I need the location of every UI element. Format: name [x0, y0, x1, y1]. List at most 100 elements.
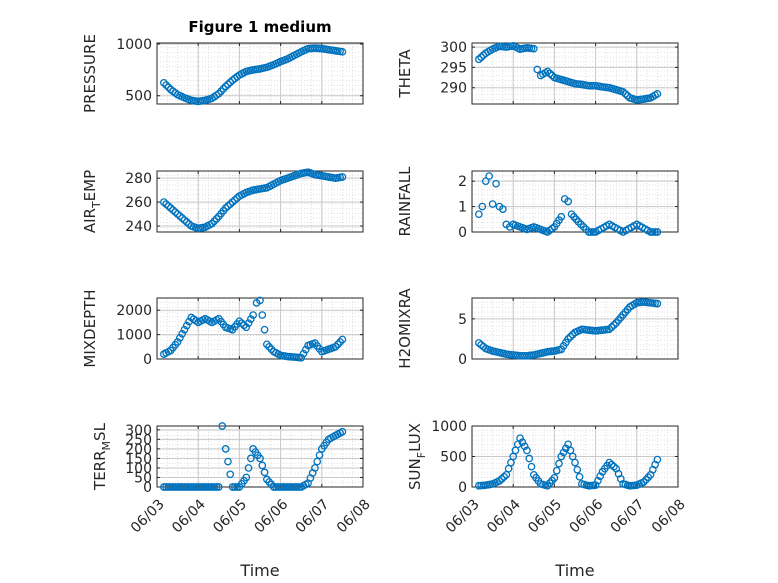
h2omixra-ylabel-main: H2OMIXRA — [396, 288, 414, 369]
air_temp-data-point — [224, 202, 232, 210]
terr_msl-data-point — [242, 473, 251, 482]
mixdepth-data-point — [178, 329, 187, 338]
h2omixra-data-point — [566, 332, 575, 341]
terr_msl-data-point — [214, 483, 223, 491]
rainfall-data-point — [651, 228, 659, 236]
theta-ylabel: THETA — [396, 49, 414, 99]
pressure-data-point — [164, 83, 173, 92]
air_temp-data-point — [164, 202, 173, 210]
terr_msl-data-point — [311, 464, 319, 472]
air_temp-ytick-label: 280 — [125, 171, 152, 187]
h2omixra-axes-box — [471, 297, 679, 360]
terr_msl-data-point — [246, 454, 255, 463]
air_temp-data-point — [208, 219, 216, 228]
terr_msl-xtick-label: 06/06 — [251, 496, 291, 536]
terr_msl-data-point — [218, 422, 227, 430]
sun_flux-data-point — [518, 438, 527, 447]
sun_flux-data-point — [500, 472, 508, 481]
terr_msl-data-point — [313, 457, 322, 466]
air_temp-data-point — [162, 200, 171, 208]
sun_flux-data-point — [557, 452, 566, 461]
mixdepth-data-point — [301, 345, 310, 354]
air_temp-ylabel: AIRTEMP — [81, 170, 103, 233]
terr_msl-xtick-label: 06/05 — [210, 496, 250, 536]
terr_msl-axes-box — [156, 425, 364, 488]
sun_flux-data-point — [644, 473, 653, 482]
mixdepth-data-point — [242, 323, 251, 332]
mixdepth-data-point — [258, 311, 267, 319]
terr_msl-data-point — [210, 483, 219, 491]
rainfall-data-point — [499, 205, 507, 213]
theta-data-point — [653, 89, 662, 98]
rainfall-axes-box — [471, 170, 679, 233]
rainfall-data-point — [488, 200, 497, 208]
mixdepth-data-point — [173, 338, 182, 346]
terr_msl-ytick-label: 100 — [125, 461, 152, 477]
terr_msl-ytick-label: 300 — [125, 423, 152, 439]
air_temp-data-point — [178, 214, 187, 222]
terr_msl-data-point — [224, 457, 232, 466]
rainfall-data-point — [564, 197, 572, 206]
h2omixra-ylabel: H2OMIXRA — [396, 288, 414, 369]
theta-axes-box — [471, 42, 679, 105]
terr_msl-data-point — [256, 454, 264, 463]
sun_flux-data-point — [573, 465, 582, 474]
rainfall-data-point — [653, 228, 662, 236]
h2omixra-ytick-label: 5 — [458, 312, 467, 328]
air_temp-axes-box — [156, 170, 364, 233]
panel-air-temp: 240 260 280 AIRTEMP — [81, 168, 364, 235]
rainfall-ytick-label: 2 — [458, 174, 467, 190]
sun_flux-data-point — [591, 481, 600, 490]
sun_flux-xtick-label: 06/04 — [484, 496, 524, 536]
mixdepth-data-point — [256, 296, 264, 305]
rainfall-ytick-label: 0 — [458, 225, 467, 241]
mixdepth-ytick-label: 0 — [143, 352, 152, 368]
sun_flux-xtick-label: 06/03 — [443, 496, 483, 536]
theta-ytick-label: 295 — [440, 60, 467, 76]
pressure-data-point — [160, 78, 168, 87]
air_temp-data-point — [221, 204, 230, 212]
sun_flux-ylabel: SUNFLUX — [406, 423, 428, 490]
sun_flux-data-point — [571, 458, 579, 467]
terr_msl-ylabel: TERRMSL — [91, 422, 113, 491]
air_temp-data-point — [166, 204, 175, 212]
terr_msl-ylabel-sub: M — [100, 441, 113, 451]
air_temp-data-point — [173, 210, 182, 218]
rainfall-data-point — [475, 210, 483, 219]
mixdepth-ytick-label: 1000 — [116, 328, 152, 344]
mixdepth-data-point — [297, 353, 306, 362]
terr_msl-data-point — [244, 464, 253, 472]
mixdepth-ytick-label: 2000 — [116, 303, 152, 319]
pressure-ylabel-main: PRESSURE — [81, 34, 99, 113]
air_temp-data-point — [228, 198, 237, 206]
sun_flux-data-point — [525, 454, 534, 463]
sun_flux-ylabel-tail: LUX — [406, 423, 424, 452]
pressure-ylabel: PRESSURE — [81, 34, 99, 113]
sun_flux-ytick-label: 0 — [458, 480, 467, 496]
mixdepth-data-point — [182, 321, 191, 330]
mixdepth-data-point — [299, 349, 308, 358]
theta-data-point — [475, 55, 483, 64]
terr_msl-ylabel-main: TERR — [91, 450, 109, 491]
rainfall-data-point — [478, 202, 487, 211]
h2omixra-data-point — [607, 323, 616, 332]
mixdepth-data-point — [265, 342, 274, 351]
rainfall-data-point — [587, 228, 595, 236]
sun_flux-data-point — [575, 472, 584, 481]
sun_flux-data-point — [596, 472, 605, 481]
sun_flux-data-point — [527, 462, 536, 471]
mixdepth-data-point — [338, 335, 347, 344]
terr_msl-xlabel: Time — [239, 561, 279, 580]
sun_flux-data-point — [559, 448, 568, 457]
terr_msl-data-point — [258, 461, 267, 470]
sun_flux-data-point — [642, 475, 650, 484]
mixdepth-ylabel-main: MIXDEPTH — [81, 289, 99, 367]
terr_msl-data-point — [315, 451, 324, 460]
theta-data-point — [477, 53, 486, 62]
terr_msl-ytick-label: 50 — [134, 470, 152, 486]
sun_flux-ytick-label: 500 — [440, 450, 467, 466]
air_temp-ylabel-main: AIR — [81, 208, 99, 233]
air_temp-data-point — [182, 218, 191, 226]
air_temp-data-point — [226, 200, 235, 208]
